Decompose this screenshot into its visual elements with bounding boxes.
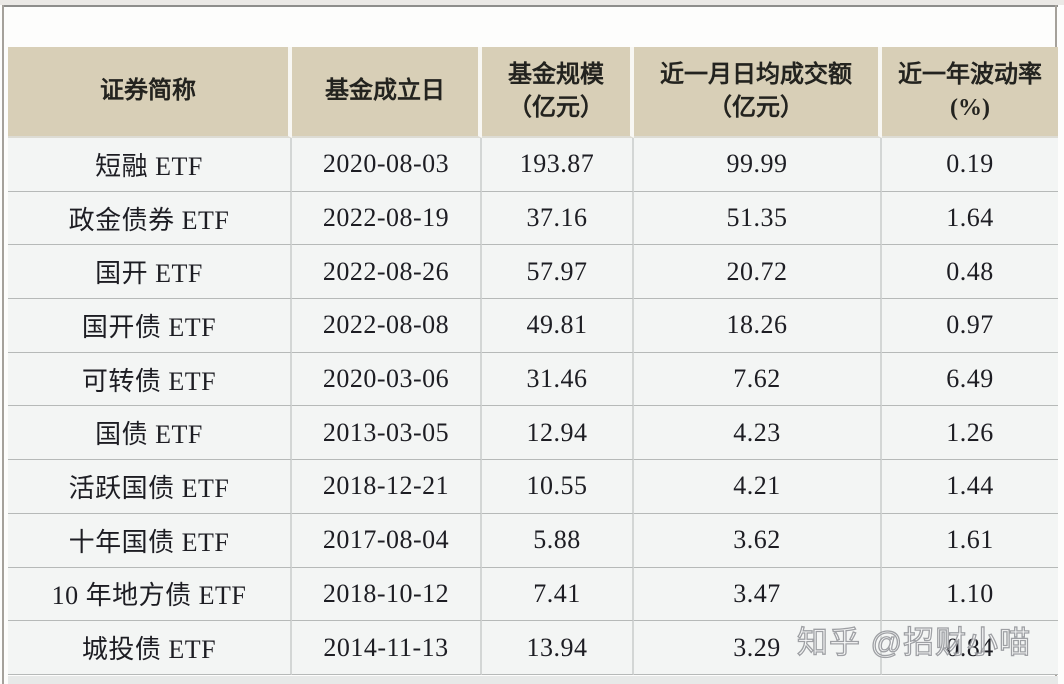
cell-avg-daily-turnover: 4.23 (634, 406, 882, 461)
cell-volatility: 0.84 (882, 621, 1058, 675)
cell-avg-daily-turnover: 99.99 (634, 138, 882, 192)
table-row: 国债 ETF 2013-03-05 12.94 4.23 1.26 (8, 406, 1058, 461)
cell-aum: 13.94 (482, 621, 634, 675)
cell-name: 10 年地方债 ETF (8, 567, 292, 622)
cell-name: 国开债 ETF (8, 299, 292, 353)
table-header-row: 证券简称 基金成立日 基金规模 （亿元） 近一月日均成交额 （亿元） 近一年波动… (8, 47, 1058, 138)
cell-name: 国债 ETF (8, 406, 292, 461)
cell-volatility: 1.10 (882, 567, 1058, 622)
cell-avg-daily-turnover: 4.21 (634, 460, 882, 514)
column-header-avg-daily-turnover: 近一月日均成交额 （亿元） (634, 47, 882, 138)
cell-aum: 5.88 (482, 513, 634, 568)
cell-avg-daily-turnover: 18.26 (634, 299, 882, 353)
cell-avg-daily-turnover: 51.35 (634, 191, 882, 246)
cell-inception-date: 2014-11-13 (292, 621, 482, 675)
cell-volatility: 1.44 (882, 460, 1058, 514)
cell-inception-date: 2022-08-19 (292, 191, 482, 246)
cell-aum: 12.94 (482, 406, 634, 461)
cell-name: 活跃国债 ETF (8, 460, 292, 514)
cell-inception-date: 2013-03-05 (292, 406, 482, 461)
left-frame-line (2, 5, 4, 684)
bottom-strip (8, 676, 1058, 684)
cell-volatility: 1.26 (882, 406, 1058, 461)
cell-aum: 57.97 (482, 245, 634, 300)
table-row: 可转债 ETF 2020-03-06 31.46 7.62 6.49 (8, 352, 1058, 407)
cell-volatility: 0.19 (882, 138, 1058, 192)
table-row: 短融 ETF 2020-08-03 193.87 99.99 0.19 (8, 138, 1058, 192)
cell-inception-date: 2020-03-06 (292, 352, 482, 407)
cell-inception-date: 2018-10-12 (292, 567, 482, 622)
cell-name: 国开 ETF (8, 245, 292, 300)
cell-volatility: 0.48 (882, 245, 1058, 300)
table-row: 十年国债 ETF 2017-08-04 5.88 3.62 1.61 (8, 513, 1058, 568)
cell-aum: 49.81 (482, 299, 634, 353)
cell-name: 城投债 ETF (8, 621, 292, 675)
table-row: 国开债 ETF 2022-08-08 49.81 18.26 0.97 (8, 299, 1058, 353)
table-row: 城投债 ETF 2014-11-13 13.94 3.29 0.84 (8, 621, 1058, 675)
table-row: 活跃国债 ETF 2018-12-21 10.55 4.21 1.44 (8, 460, 1058, 514)
column-header-volatility: 近一年波动率 (%) (882, 47, 1058, 138)
table-row: 10 年地方债 ETF 2018-10-12 7.41 3.47 1.10 (8, 567, 1058, 622)
top-border-line (2, 5, 1058, 7)
cell-inception-date: 2017-08-04 (292, 513, 482, 568)
cell-name: 十年国债 ETF (8, 513, 292, 568)
table-body: 短融 ETF 2020-08-03 193.87 99.99 0.19 政金债券 ETF 2… (8, 138, 1058, 675)
etf-bond-fund-table: 证券简称 基金成立日 基金规模 （亿元） 近一月日均成交额 （亿元） 近一年波动… (8, 47, 1058, 675)
cell-avg-daily-turnover: 7.62 (634, 352, 882, 407)
column-header-fund-size: 基金规模 （亿元） (482, 47, 634, 138)
column-header-inception-date: 基金成立日 (292, 47, 482, 138)
cell-aum: 193.87 (482, 138, 634, 192)
cell-inception-date: 2018-12-21 (292, 460, 482, 514)
cell-volatility: 0.97 (882, 299, 1058, 353)
column-header-security-name: 证券简称 (8, 47, 292, 138)
table-row: 政金债券 ETF 2022-08-19 37.16 51.35 1.64 (8, 191, 1058, 246)
cell-name: 政金债券 ETF (8, 191, 292, 246)
cell-volatility: 1.64 (882, 191, 1058, 246)
cell-avg-daily-turnover: 3.62 (634, 513, 882, 568)
top-strip (0, 0, 1064, 5)
cell-avg-daily-turnover: 3.29 (634, 621, 882, 675)
cell-avg-daily-turnover: 20.72 (634, 245, 882, 300)
cell-volatility: 1.61 (882, 513, 1058, 568)
cell-aum: 7.41 (482, 567, 634, 622)
cell-inception-date: 2022-08-26 (292, 245, 482, 300)
cell-avg-daily-turnover: 3.47 (634, 567, 882, 622)
cell-inception-date: 2020-08-03 (292, 138, 482, 192)
cell-inception-date: 2022-08-08 (292, 299, 482, 353)
table-row: 国开 ETF 2022-08-26 57.97 20.72 0.48 (8, 245, 1058, 300)
cell-aum: 31.46 (482, 352, 634, 407)
cell-aum: 10.55 (482, 460, 634, 514)
cell-name: 可转债 ETF (8, 352, 292, 407)
cell-aum: 37.16 (482, 191, 634, 246)
cell-volatility: 6.49 (882, 352, 1058, 407)
cell-name: 短融 ETF (8, 138, 292, 192)
